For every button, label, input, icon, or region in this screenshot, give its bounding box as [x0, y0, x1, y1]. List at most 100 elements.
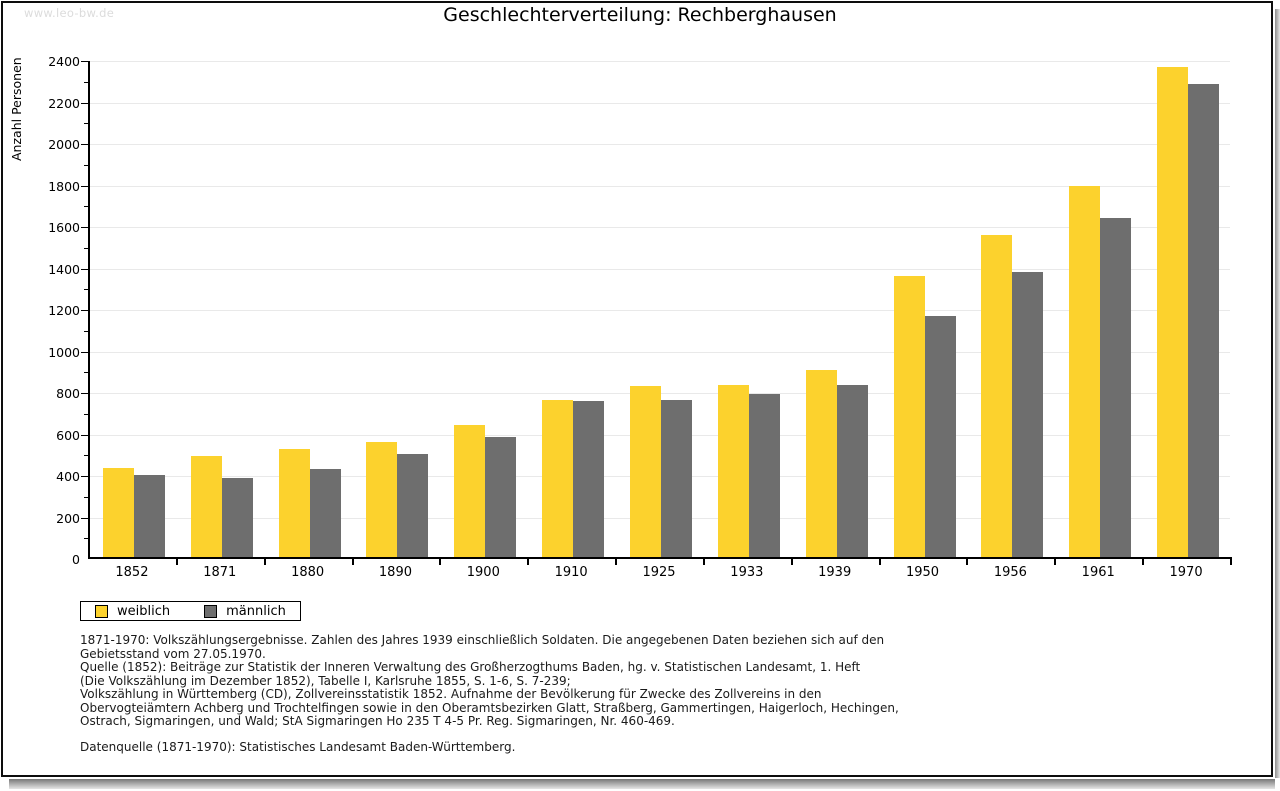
y-tick-2100: [84, 123, 88, 125]
bar-group-1890: [354, 61, 442, 557]
y-tick-500: [84, 455, 88, 457]
bar-männlich-1961: [1100, 217, 1132, 557]
x-tick-label-1956: 1956: [993, 565, 1027, 580]
x-tick-label-1970: 1970: [1169, 565, 1203, 580]
y-tick-label-1800: 1800: [48, 178, 80, 194]
x-tick-5: [527, 557, 530, 565]
footnotes: 1871-1970: Volkszählungsergebnisse. Zahl…: [80, 633, 1180, 729]
bar-weiblich-1910: [542, 400, 574, 557]
footnote-line-7: Ostrach, Sigmaringen, und Wald; StA Sigm…: [80, 714, 675, 728]
footnote-line-3: Quelle (1852): Beiträge zur Statistik de…: [80, 660, 861, 674]
gridline-2200: [90, 102, 1230, 104]
bar-männlich-1925: [660, 400, 692, 557]
bar-männlich-1939: [836, 384, 868, 557]
gridline-2000: [90, 144, 1230, 145]
plot-area: [81, 61, 1232, 565]
x-tick-9: [878, 557, 881, 565]
y-tick-label-600: 600: [56, 427, 80, 443]
bar-männlich-1956: [1012, 271, 1044, 557]
gridline-1400: [90, 268, 1230, 270]
bar-männlich-1880: [309, 468, 341, 557]
bar-männlich-1950: [924, 316, 956, 557]
y-tick-2000: [81, 144, 88, 145]
legend-label-maennlich: männlich: [226, 603, 286, 619]
bar-weiblich-1880: [278, 449, 310, 557]
y-tick-1700: [84, 206, 88, 208]
bar-group-1961: [1056, 61, 1144, 557]
bar-weiblich-1950: [893, 275, 925, 557]
y-tick-100: [84, 538, 88, 540]
y-tick-400: [81, 476, 88, 477]
y-tick-700: [84, 413, 88, 415]
bar-group-1970: [1144, 61, 1232, 557]
y-tick-2200: [81, 102, 88, 104]
y-tick-1500: [84, 247, 88, 249]
y-tick-label-400: 400: [56, 469, 80, 484]
bar-männlich-1852: [133, 475, 165, 557]
gridline-1600: [90, 227, 1230, 228]
bar-männlich-1890: [397, 454, 429, 557]
footnote-line-1: 1871-1970: Volkszählungsergebnisse. Zahl…: [80, 633, 885, 647]
footnote-line-6: Obervogteiämtern Achberg und Trochtelfin…: [80, 700, 899, 715]
y-tick-2400: [81, 61, 88, 62]
footnote-line-2: Gebietsstand vom 27.05.1970.: [80, 646, 266, 661]
bar-group-1852: [90, 61, 178, 557]
footnote-line-5: Volkszählung in Württemberg (CD), Zollve…: [80, 687, 822, 701]
x-tick-13: [1230, 557, 1232, 565]
gridline-2400: [90, 61, 1230, 62]
y-tick-1400: [81, 268, 88, 270]
bar-group-1871: [178, 61, 266, 557]
y-tick-200: [81, 517, 88, 519]
page-shadow-right: [1275, 9, 1280, 778]
gridline-1200: [90, 310, 1230, 311]
y-tick-300: [84, 496, 88, 498]
legend-label-weiblich: weiblich: [117, 603, 171, 619]
y-tick-label-800: 800: [56, 386, 80, 401]
x-tick-label-1925: 1925: [642, 565, 676, 580]
x-tick-4: [439, 557, 442, 565]
bar-weiblich-1933: [717, 384, 749, 557]
y-tick-label-2000: 2000: [48, 137, 80, 152]
bar-weiblich-1956: [981, 235, 1013, 557]
gridline-1000: [90, 351, 1230, 353]
y-tick-1900: [84, 164, 88, 166]
bar-group-1925: [617, 61, 705, 557]
x-tick-1: [175, 557, 178, 565]
x-tick-3: [351, 557, 354, 565]
weiblich-swatch-icon: [95, 604, 108, 618]
y-tick-2300: [84, 81, 88, 83]
y-tick-800: [81, 393, 88, 394]
bar-group-1880: [266, 61, 354, 557]
legend-item-maennlich: männlich: [204, 604, 286, 619]
bar-weiblich-1961: [1069, 185, 1101, 557]
bar-weiblich-1939: [805, 370, 837, 557]
y-tick-600: [81, 434, 88, 436]
footnote-line-4: (Die Volkszählung im Dezember 1852), Tab…: [80, 673, 571, 688]
x-tick-label-1852: 1852: [115, 565, 149, 580]
bar-männlich-1970: [1188, 83, 1220, 557]
watermark: www.leo-bw.de: [24, 6, 115, 20]
y-tick-label-1000: 1000: [48, 344, 80, 360]
x-tick-10: [966, 557, 969, 565]
x-tick-12: [1142, 557, 1145, 565]
bar-group-1956: [968, 61, 1056, 557]
x-tick-label-1900: 1900: [466, 565, 500, 580]
y-tick-900: [84, 372, 88, 374]
x-tick-7: [702, 557, 705, 565]
maennlich-swatch-icon: [204, 604, 218, 618]
x-tick-label-1871: 1871: [203, 565, 237, 580]
datasource-line: Datenquelle (1871-1970): Statistisches L…: [80, 740, 516, 754]
bar-weiblich-1900: [454, 425, 486, 557]
bar-group-1933: [705, 61, 793, 557]
bar-weiblich-1970: [1157, 67, 1189, 557]
x-tick-label-1950: 1950: [905, 565, 940, 580]
x-tick-label-1939: 1939: [818, 565, 852, 580]
y-tick-1800: [81, 185, 88, 187]
y-tick-label-1600: 1600: [48, 220, 80, 235]
legend-item-weiblich: weiblich: [95, 604, 170, 619]
y-tick-1000: [81, 351, 88, 353]
y-tick-label-2200: 2200: [48, 95, 80, 111]
bar-weiblich-1890: [366, 441, 398, 557]
y-axis-label: Anzahl Personen: [9, 57, 24, 161]
